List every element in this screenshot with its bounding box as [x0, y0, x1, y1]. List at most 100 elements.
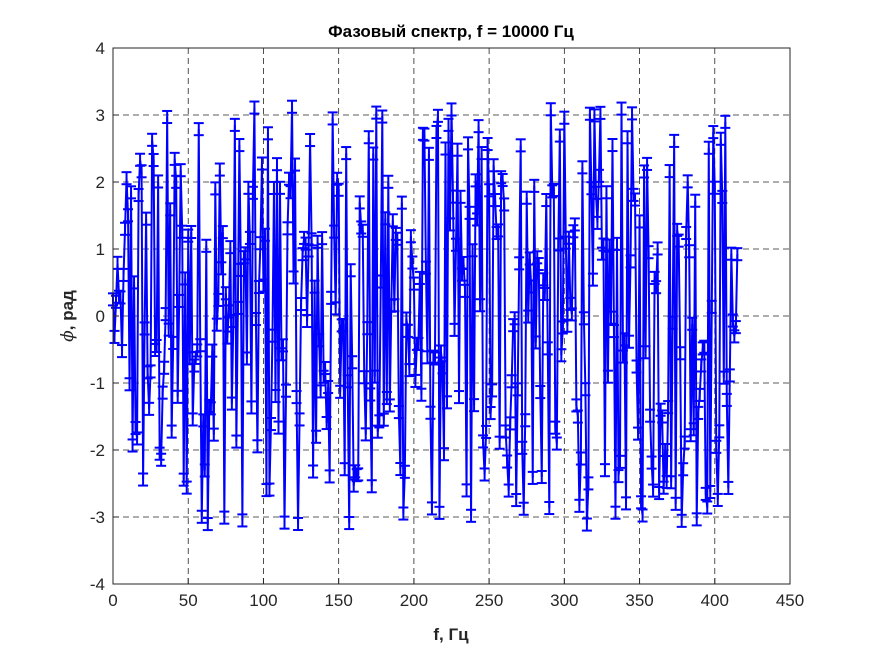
error-bar — [214, 162, 225, 177]
error-bar — [393, 405, 404, 420]
error-bar — [622, 130, 633, 145]
error-bar — [271, 157, 282, 172]
error-bar — [126, 185, 137, 200]
error-bar — [613, 469, 624, 484]
error-bar — [706, 299, 717, 314]
chart-title: Фазовый спектр, f = 10000 Гц — [328, 22, 574, 41]
error-bar — [186, 224, 197, 240]
error-bar — [293, 516, 304, 532]
error-bar — [618, 349, 629, 364]
error-bar — [699, 339, 710, 354]
error-bar — [441, 395, 452, 410]
error-bar — [610, 505, 621, 520]
error-bar — [145, 364, 156, 379]
error-bar — [530, 335, 541, 350]
error-bar — [390, 226, 401, 241]
error-bar — [250, 311, 261, 327]
error-bar — [601, 185, 612, 200]
x-tick-label: 150 — [324, 591, 352, 610]
error-bar — [124, 377, 135, 392]
error-bar — [288, 270, 299, 285]
error-bar — [356, 220, 367, 235]
error-bar — [652, 241, 663, 256]
y-axis-symbol: ϕ — [58, 330, 78, 342]
error-bar — [545, 102, 556, 117]
error-bar — [435, 344, 446, 359]
error-bar — [429, 351, 440, 366]
error-bar — [127, 438, 138, 453]
error-bar — [291, 390, 302, 405]
error-bar — [246, 400, 257, 415]
error-bar — [420, 260, 431, 275]
error-bar — [678, 462, 689, 477]
error-bar — [399, 464, 410, 479]
error-bar — [147, 132, 158, 147]
error-bar — [556, 348, 567, 363]
error-bar — [440, 141, 451, 156]
error-bar — [317, 231, 328, 246]
error-bar — [472, 212, 483, 227]
error-bar — [500, 424, 511, 439]
error-bar — [605, 310, 616, 325]
error-bar — [607, 137, 618, 153]
error-bar — [548, 182, 559, 198]
error-bar — [461, 483, 472, 498]
error-bar — [458, 255, 469, 271]
error-bar — [217, 225, 228, 240]
error-bar — [410, 373, 421, 388]
error-bar — [670, 496, 681, 511]
error-bar — [541, 193, 552, 208]
error-bar — [527, 470, 538, 485]
error-bar — [490, 193, 501, 208]
error-bar — [715, 131, 726, 146]
error-bar — [342, 374, 353, 389]
error-bar — [151, 338, 162, 354]
error-bar — [633, 426, 644, 441]
error-bar — [688, 422, 699, 437]
error-bar — [150, 342, 161, 357]
error-bar — [314, 333, 325, 348]
y-tick-label: 3 — [96, 106, 105, 125]
error-bar — [542, 341, 553, 356]
error-bar — [195, 338, 206, 353]
error-bar — [243, 180, 254, 195]
error-bar — [345, 263, 356, 278]
error-bar — [187, 412, 198, 427]
error-bar — [138, 472, 149, 487]
error-bar — [262, 126, 273, 141]
error-bar — [115, 290, 126, 305]
error-bar — [199, 463, 210, 478]
error-bar — [676, 513, 687, 528]
error-bar — [162, 109, 173, 125]
error-bar — [228, 314, 239, 329]
error-bar — [709, 180, 720, 195]
error-bar — [308, 464, 319, 479]
error-bar — [296, 296, 307, 312]
error-bar — [341, 146, 352, 161]
error-bar — [666, 475, 677, 490]
error-bar — [503, 483, 514, 498]
error-bar — [460, 283, 471, 298]
error-bar — [238, 250, 249, 265]
error-bar — [624, 334, 635, 349]
y-axis-unit: , рад — [58, 290, 77, 330]
error-bar — [165, 202, 176, 217]
error-bar — [347, 355, 358, 370]
error-bar — [533, 256, 544, 272]
error-bar — [553, 237, 564, 252]
error-bar — [189, 358, 200, 373]
error-bar — [205, 401, 216, 416]
error-bar — [663, 400, 674, 415]
error-bar — [339, 462, 350, 477]
error-bar — [463, 136, 474, 151]
error-bar — [712, 492, 723, 507]
error-bar — [437, 360, 448, 375]
error-bar — [637, 508, 648, 523]
error-bar — [595, 105, 606, 120]
error-bar — [717, 189, 728, 204]
error-bar — [148, 152, 159, 168]
error-bar — [311, 429, 322, 444]
error-bar — [392, 231, 403, 246]
error-bar — [129, 275, 140, 290]
